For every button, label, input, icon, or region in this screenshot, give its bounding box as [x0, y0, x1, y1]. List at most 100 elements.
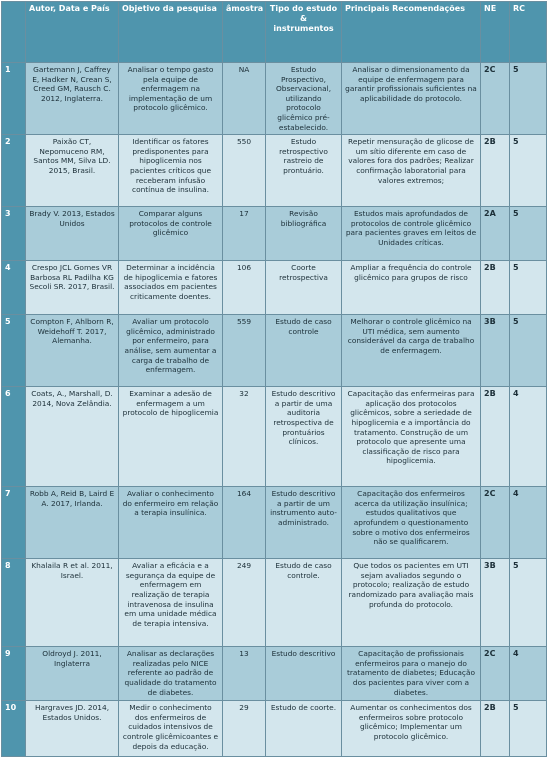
study-type-cell: Estudo descritivo	[265, 646, 342, 702]
rc-cell: 5	[509, 260, 547, 316]
sample-cell: 13	[222, 646, 266, 702]
recommendations-cell: Aumentar os conhecimentos dos enfermeiro…	[341, 700, 481, 758]
sample-cell: 106	[222, 260, 266, 316]
ne-cell: 3B	[480, 314, 510, 388]
rc-cell: 5	[509, 700, 547, 758]
recommendations-cell: Que todos os pacientes em UTI sejam aval…	[341, 558, 481, 648]
rc-cell: 4	[509, 486, 547, 560]
sample-cell: 32	[222, 386, 266, 488]
sample-cell: 164	[222, 486, 266, 560]
recommendations-cell: Ampliar a frequência do controle glicêmi…	[341, 260, 481, 316]
header-ne: NE	[480, 1, 510, 63]
objective-cell: Avaliar um protocolo glicêmico, administ…	[118, 314, 223, 388]
table-row: 6 Coats, A., Marshall, D. 2014, Nova Zelâ…	[1, 386, 547, 488]
author-cell: Compton F, Ahlborn R, Weidehoff T. 2017,…	[25, 314, 119, 388]
ne-cell: 2C	[480, 646, 510, 702]
recommendations-cell: Estudos mais aprofundados de protocolos …	[341, 206, 481, 262]
sample-cell: 17	[222, 206, 266, 262]
row-number: 9	[1, 646, 26, 702]
study-type-cell: Estudo de caso controle	[265, 314, 342, 388]
table-body: 1 Gartemann J, Caffrey E, Hadker N, Crean…	[1, 61, 547, 758]
author-cell: Hargraves JD. 2014, Estados Unidos.	[25, 700, 119, 758]
objective-cell: Determinar a incidência de hipoglicemia …	[118, 260, 223, 316]
author-cell: Paixão CT, Nepomuceno RM, Santos MM, Sil…	[25, 134, 119, 208]
rc-cell: 5	[509, 134, 547, 208]
table-row: 8 Khalaila R et al. 2011, Israel. Avaliar …	[1, 558, 547, 648]
objective-cell: Analisar as declarações realizadas pelo …	[118, 646, 223, 702]
objective-cell: Avaliar o conhecimento do enfermeiro em …	[118, 486, 223, 560]
sample-cell: NA	[222, 61, 266, 136]
recommendations-cell: Repetir mensuração de glicose de um síti…	[341, 134, 481, 208]
row-number: 4	[1, 260, 26, 316]
author-cell: Khalaila R et al. 2011, Israel.	[25, 558, 119, 648]
header-recommendations: Principais Recomendações	[341, 1, 481, 63]
studies-table: Autor, Data e País Objetivo da pesquisa …	[1, 1, 547, 758]
sample-cell: 249	[222, 558, 266, 648]
objective-cell: Analisar o tempo gasto pela equipe de en…	[118, 61, 223, 136]
ne-cell: 2B	[480, 386, 510, 488]
row-number: 10	[1, 700, 26, 758]
recommendations-cell: Capacitação dos enfermeiros acerca da ut…	[341, 486, 481, 560]
rc-cell: 5	[509, 558, 547, 648]
table-row: 7 Robb A, Reid B, Laird E A. 2017, Irland…	[1, 486, 547, 560]
study-type-cell: Coorte retrospectiva	[265, 260, 342, 316]
recommendations-cell: Melhorar o controle glicêmico na UTI méd…	[341, 314, 481, 388]
author-cell: Gartemann J, Caffrey E, Hadker N, Crean …	[25, 61, 119, 136]
objective-cell: Medir o conhecimento dos enfermeiros de …	[118, 700, 223, 758]
study-type-cell: Estudo de coorte.	[265, 700, 342, 758]
row-number: 8	[1, 558, 26, 648]
header-num	[1, 1, 26, 63]
table-row: 10 Hargraves JD. 2014, Estados Unidos. Med…	[1, 700, 547, 758]
recommendations-cell: Analisar o dimensionamento da equipe de …	[341, 61, 481, 136]
header-objective: Objetivo da pesquisa	[118, 1, 223, 63]
study-type-cell: Revisão bibliográfica	[265, 206, 342, 262]
author-cell: Robb A, Reid B, Laird E A. 2017, Irlanda…	[25, 486, 119, 560]
table-row: 1 Gartemann J, Caffrey E, Hadker N, Crean…	[1, 61, 547, 136]
rc-cell: 4	[509, 646, 547, 702]
row-number: 7	[1, 486, 26, 560]
author-cell: Oldroyd J. 2011, Inglaterra	[25, 646, 119, 702]
study-type-cell: Estudo descritivo a partir de um instrum…	[265, 486, 342, 560]
study-type-cell: Estudo Prospectivo, Observacional, utili…	[265, 61, 342, 136]
row-number: 1	[1, 61, 26, 136]
header-study-type: Tipo do estudo & instrumentos	[265, 1, 342, 63]
study-type-cell: Estudo de caso controle.	[265, 558, 342, 648]
ne-cell: 2C	[480, 486, 510, 560]
header-row: Autor, Data e País Objetivo da pesquisa …	[1, 1, 547, 63]
objective-cell: Avaliar a eficácia e a segurança da equi…	[118, 558, 223, 648]
sample-cell: 29	[222, 700, 266, 758]
sample-cell: 550	[222, 134, 266, 208]
ne-cell: 2B	[480, 260, 510, 316]
author-cell: Coats, A., Marshall, D. 2014, Nova Zelân…	[25, 386, 119, 488]
row-number: 5	[1, 314, 26, 388]
rc-cell: 4	[509, 386, 547, 488]
rc-cell: 5	[509, 206, 547, 262]
recommendations-cell: Capacitação das enfermeiras para aplicaç…	[341, 386, 481, 488]
row-number: 2	[1, 134, 26, 208]
author-cell: Crespo JCL Gomes VR Barbosa RL Padilha K…	[25, 260, 119, 316]
objective-cell: Identificar os fatores predisponentes pa…	[118, 134, 223, 208]
table-row: 4 Crespo JCL Gomes VR Barbosa RL Padilha …	[1, 260, 547, 316]
table-row: 9 Oldroyd J. 2011, Inglaterra Analisar as …	[1, 646, 547, 702]
objective-cell: Examinar a adesão de enfermagem a um pro…	[118, 386, 223, 488]
row-number: 3	[1, 206, 26, 262]
author-cell: Brady V. 2013, Estados Unidos	[25, 206, 119, 262]
header-author: Autor, Data e País	[25, 1, 119, 63]
row-number: 6	[1, 386, 26, 488]
rc-cell: 5	[509, 314, 547, 388]
header-rc: RC	[509, 1, 547, 63]
table-row: 2 Paixão CT, Nepomuceno RM, Santos MM, Si…	[1, 134, 547, 208]
study-type-cell: Estudo descritivo a partir de uma audito…	[265, 386, 342, 488]
table-row: 3 Brady V. 2013, Estados Unidos Comparar a…	[1, 206, 547, 262]
table-row: 5 Compton F, Ahlborn R, Weidehoff T. 2017…	[1, 314, 547, 388]
ne-cell: 2B	[480, 134, 510, 208]
header-sample: âmostra	[222, 1, 266, 63]
rc-cell: 5	[509, 61, 547, 136]
recommendations-cell: Capacitação de profissionais enfermeiros…	[341, 646, 481, 702]
ne-cell: 2B	[480, 700, 510, 758]
ne-cell: 2C	[480, 61, 510, 136]
objective-cell: Comparar alguns protocolos de controle g…	[118, 206, 223, 262]
ne-cell: 2A	[480, 206, 510, 262]
ne-cell: 3B	[480, 558, 510, 648]
study-type-cell: Estudo retrospectivo rastreio de prontuá…	[265, 134, 342, 208]
